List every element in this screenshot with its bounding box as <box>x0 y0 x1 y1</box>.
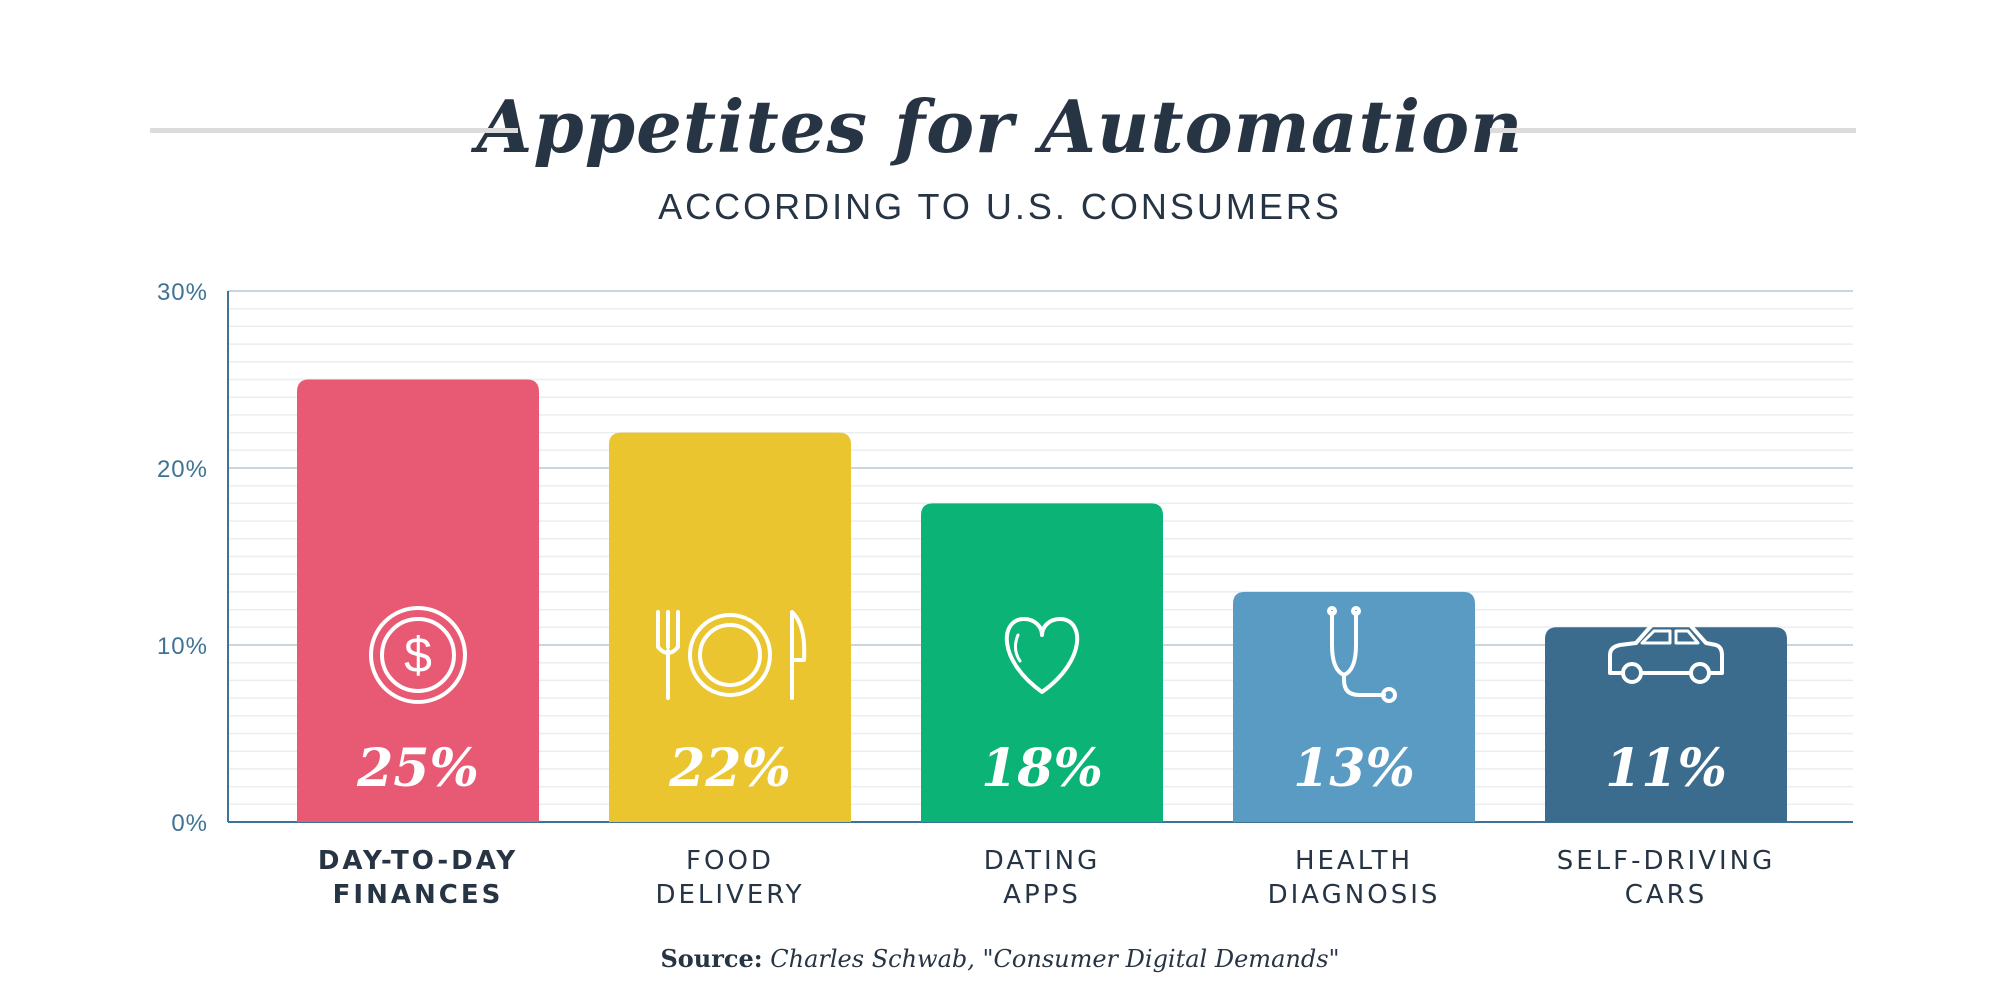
bar <box>921 503 1163 822</box>
stethoscope-icon <box>1327 606 1397 703</box>
y-tick-label: 0% <box>171 810 208 837</box>
x-category-label: DAY-TO-DAY <box>318 846 518 876</box>
bar-value-label: 22% <box>668 738 791 799</box>
x-category-label: HEALTH <box>1295 846 1413 876</box>
bar-group: 18% <box>921 503 1163 822</box>
source-note: Source: Charles Schwab, "Consumer Digita… <box>0 944 1999 973</box>
x-category-label: SELF-DRIVING <box>1557 846 1776 876</box>
chart-subtitle: ACCORDING TO U.S. CONSUMERS <box>658 186 1342 227</box>
y-tick-label: 20% <box>157 456 208 483</box>
bar <box>1233 591 1475 822</box>
dollar-coin-icon: $ <box>369 606 467 704</box>
bar <box>609 432 851 822</box>
dollar-glyph: $ <box>404 627 432 683</box>
chart-title: Appetites for Automation <box>476 84 1524 169</box>
bar-value-label: 13% <box>1293 738 1415 799</box>
source-text: Charles Schwab, "Consumer Digital Demand… <box>770 945 1340 973</box>
bar-group: 13% <box>1233 591 1475 822</box>
title-rule-left <box>150 128 518 133</box>
bar <box>297 379 539 822</box>
y-tick-label: 10% <box>157 633 208 660</box>
bar <box>1545 627 1787 822</box>
x-category-label: DELIVERY <box>655 880 804 910</box>
car-icon <box>1608 623 1724 684</box>
title-rule-right <box>1490 128 1856 133</box>
x-category-label: DATING <box>984 846 1100 876</box>
source-label: Source: <box>660 944 763 973</box>
bar-value-label: 18% <box>981 738 1103 799</box>
bar-group: $25% <box>297 379 539 822</box>
plate-fork-knife-icon <box>656 610 807 700</box>
bar-value-label: 11% <box>1605 738 1727 799</box>
x-category-label: DIAGNOSIS <box>1268 880 1441 910</box>
bar-group: 11% <box>1545 623 1787 822</box>
x-category-label: FOOD <box>686 846 774 876</box>
heart-icon <box>1004 617 1080 694</box>
x-category-label: FINANCES <box>333 880 504 910</box>
x-category-label: APPS <box>1003 880 1081 910</box>
y-tick-label: 30% <box>157 279 208 306</box>
bar-value-label: 25% <box>356 738 479 799</box>
bar-group: 22% <box>609 432 851 822</box>
x-category-label: CARS <box>1625 880 1708 910</box>
